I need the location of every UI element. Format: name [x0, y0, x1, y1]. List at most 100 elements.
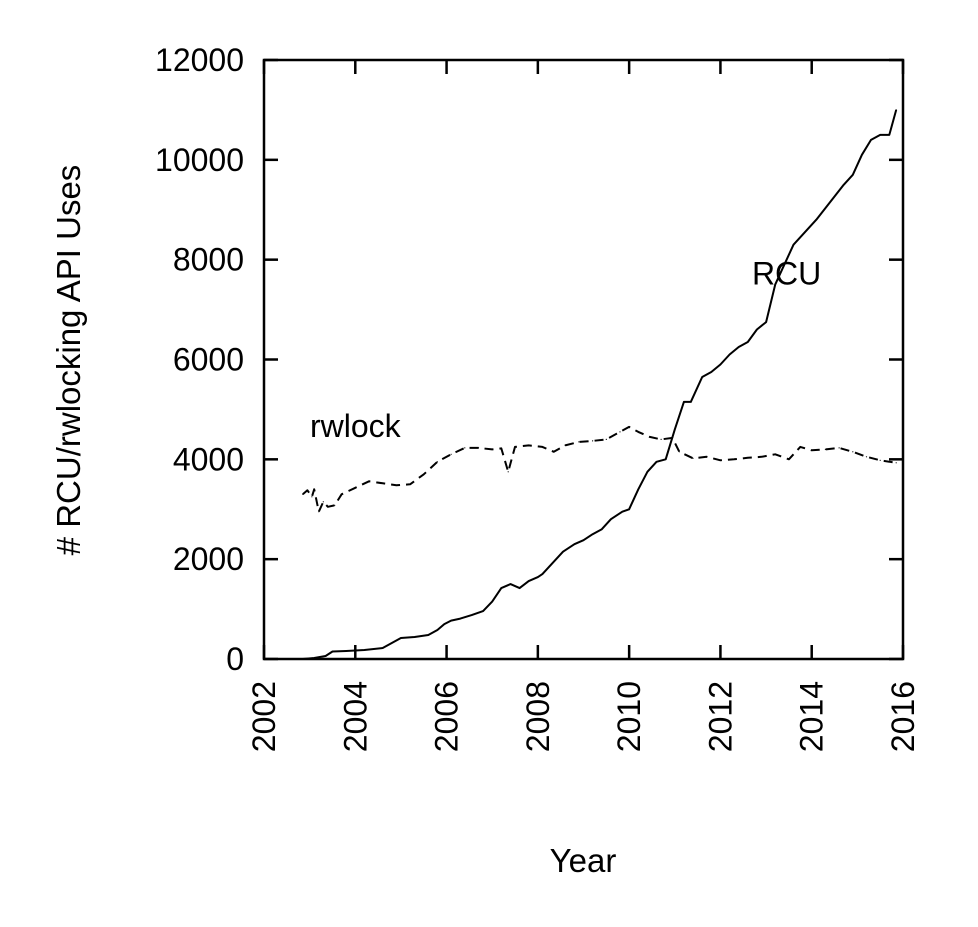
- data-point-rwlock: [719, 459, 722, 461]
- data-point-rwlock: [838, 447, 840, 449]
- data-point-rwlock: [799, 446, 801, 448]
- data-point-rcu: [345, 650, 347, 652]
- data-point-rcu: [382, 647, 384, 649]
- x-axis-title: Year: [550, 842, 617, 879]
- data-point-rwlock: [895, 462, 897, 464]
- data-point-rcu: [701, 376, 703, 378]
- data-point-rcu: [573, 543, 576, 545]
- data-point-rcu: [414, 636, 416, 638]
- data-point-rcu: [325, 655, 327, 657]
- data-point-rwlock: [354, 487, 356, 489]
- data-point-rcu: [459, 618, 461, 620]
- data-point-rcu: [436, 629, 438, 631]
- data-point-rcu: [738, 346, 740, 348]
- data-point-rwlock: [395, 484, 397, 486]
- data-point-rcu: [562, 551, 564, 553]
- data-point-rcu: [879, 134, 881, 136]
- data-point-rcu: [331, 650, 334, 653]
- x-tick-label: 2008: [520, 681, 556, 752]
- data-point-rcu: [861, 154, 863, 156]
- data-point-rcu: [829, 201, 831, 203]
- data-point-rwlock: [306, 489, 308, 491]
- data-point-rwlock: [382, 482, 384, 484]
- data-point-rcu: [363, 649, 365, 651]
- data-point-rwlock: [311, 496, 313, 498]
- data-point-rwlock: [477, 447, 480, 449]
- data-point-rcu: [482, 610, 484, 612]
- data-point-rcu: [683, 401, 685, 403]
- data-point-rcu: [628, 508, 630, 510]
- data-point-rcu: [665, 458, 667, 460]
- data-point-rwlock: [747, 457, 749, 459]
- data-point-rcu: [690, 401, 692, 403]
- series-label-rcu: RCU: [752, 256, 821, 292]
- data-point-rcu: [710, 371, 712, 373]
- data-point-rcu: [783, 264, 785, 266]
- y-tick-label: 6000: [173, 342, 244, 378]
- axis-ticks: [262, 58, 905, 661]
- data-point-rcu: [843, 184, 845, 186]
- data-point-rcu: [895, 109, 897, 111]
- data-point-rwlock: [528, 444, 530, 446]
- data-point-rcu: [804, 231, 806, 233]
- data-point-rwlock: [592, 440, 594, 442]
- y-tick-label: 4000: [173, 441, 244, 477]
- data-point-rcu: [870, 139, 872, 141]
- data-point-rwlock: [302, 493, 304, 495]
- data-point-rwlock: [619, 431, 621, 433]
- data-point-rcu: [541, 573, 544, 575]
- data-point-rcu: [537, 576, 539, 578]
- data-point-rcu: [646, 471, 649, 473]
- data-point-rcu: [621, 511, 623, 513]
- data-point-rwlock: [879, 459, 881, 461]
- data-point-rwlock: [637, 431, 639, 433]
- data-point-rwlock: [811, 449, 813, 451]
- data-point-rwlock: [578, 441, 580, 443]
- data-point-rwlock: [313, 488, 315, 490]
- data-point-rwlock: [423, 473, 425, 475]
- y-tick-label: 2000: [173, 541, 244, 577]
- data-point-rwlock: [491, 448, 493, 450]
- data-point-rwlock: [541, 446, 544, 448]
- data-point-rwlock: [692, 457, 694, 459]
- data-point-rcu: [674, 428, 676, 430]
- data-point-rwlock: [409, 483, 411, 485]
- data-point-rcu: [528, 580, 530, 582]
- data-point-rwlock: [760, 456, 763, 458]
- data-point-rcu: [719, 363, 722, 366]
- data-point-rwlock: [507, 471, 509, 473]
- data-point-rcu: [471, 614, 473, 616]
- data-point-rwlock: [436, 461, 438, 463]
- data-point-rwlock: [649, 436, 651, 438]
- data-point-rcu: [400, 637, 402, 639]
- data-point-rcu: [491, 601, 493, 603]
- data-point-rwlock: [450, 453, 452, 455]
- y-tick-label: 8000: [173, 242, 244, 278]
- series-line-rcu: [302, 109, 898, 660]
- series-annotations: RCU rwlock: [310, 256, 821, 444]
- data-point-rwlock: [464, 447, 466, 449]
- x-tick-label: 2004: [337, 681, 373, 752]
- data-point-rwlock: [553, 451, 555, 453]
- data-point-rcu: [655, 461, 658, 463]
- data-point-rwlock: [514, 446, 516, 448]
- data-point-rwlock: [605, 438, 607, 440]
- data-point-rcu: [443, 623, 445, 625]
- data-point-rcu: [519, 587, 521, 589]
- data-point-rcu: [550, 563, 553, 565]
- data-point-rwlock: [334, 504, 336, 506]
- data-point-rwlock: [318, 511, 320, 513]
- data-point-rwlock: [678, 451, 680, 453]
- axis-tick-labels: 0 2000 4000 6000 8000 10000 12000 2002 2004 2006 2…: [155, 42, 921, 752]
- data-point-rcu: [601, 528, 603, 530]
- data-point-rwlock: [628, 426, 630, 428]
- data-point-rwlock: [774, 453, 776, 455]
- y-axis-title: # RCU/rwlocking API Uses: [50, 165, 87, 556]
- x-tick-label: 2006: [429, 681, 465, 752]
- data-point-rcu: [500, 587, 502, 589]
- data-point-rwlock: [368, 480, 370, 482]
- data-point-rwlock: [322, 501, 324, 503]
- data-point-rwlock: [706, 456, 708, 458]
- data-point-rwlock: [671, 437, 674, 439]
